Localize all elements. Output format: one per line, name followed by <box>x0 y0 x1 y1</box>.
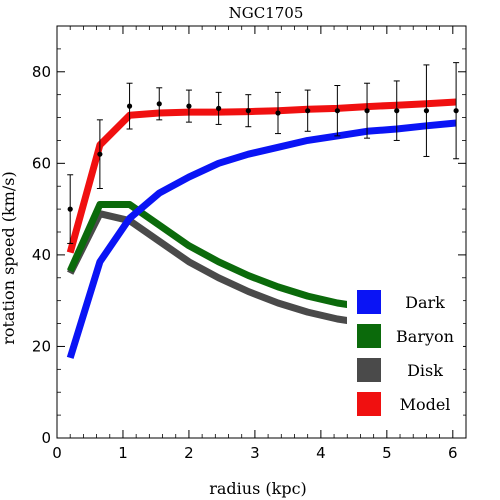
x-tick-label: 1 <box>118 444 128 462</box>
data-point <box>275 110 281 116</box>
x-axis-label: radius (kpc) <box>209 479 307 498</box>
data-point <box>394 108 400 114</box>
data-point <box>126 103 133 109</box>
legend-label-baryon: Baryon <box>396 327 454 346</box>
data-point <box>453 108 459 114</box>
legend-swatch-baryon <box>357 324 381 348</box>
x-tick-label: 4 <box>316 444 326 462</box>
y-axis-label: rotation speed (km/s) <box>0 171 18 345</box>
legend-label-dark: Dark <box>405 293 445 312</box>
data-point <box>186 103 192 109</box>
y-tick-label: 40 <box>32 246 51 264</box>
legend-label-model: Model <box>400 395 451 414</box>
x-tick-label: 0 <box>52 444 62 462</box>
series-line-dark <box>66 119 457 359</box>
data-point <box>364 108 370 114</box>
legend-swatch-disk <box>357 358 381 382</box>
data-point <box>97 151 103 157</box>
legend-swatch-dark <box>357 290 381 314</box>
x-tick-label: 3 <box>250 444 260 462</box>
series-line-model <box>66 98 457 254</box>
data-point <box>334 108 340 114</box>
y-tick-label: 60 <box>32 154 51 172</box>
y-tick-label: 0 <box>41 429 51 447</box>
data-point <box>216 105 222 111</box>
data-point <box>423 108 430 114</box>
y-tick-label: 20 <box>32 337 51 355</box>
data-point <box>245 108 251 114</box>
x-tick-label: 6 <box>448 444 458 462</box>
x-tick-label: 5 <box>382 444 392 462</box>
data-point <box>67 206 73 212</box>
data-point <box>156 101 162 107</box>
x-tick-label: 2 <box>184 444 194 462</box>
chart-title: NGC1705 <box>229 4 304 22</box>
legend-swatch-model <box>357 392 381 416</box>
legend-label-disk: Disk <box>407 361 443 380</box>
y-tick-label: 80 <box>32 63 51 81</box>
data-point <box>305 108 311 114</box>
